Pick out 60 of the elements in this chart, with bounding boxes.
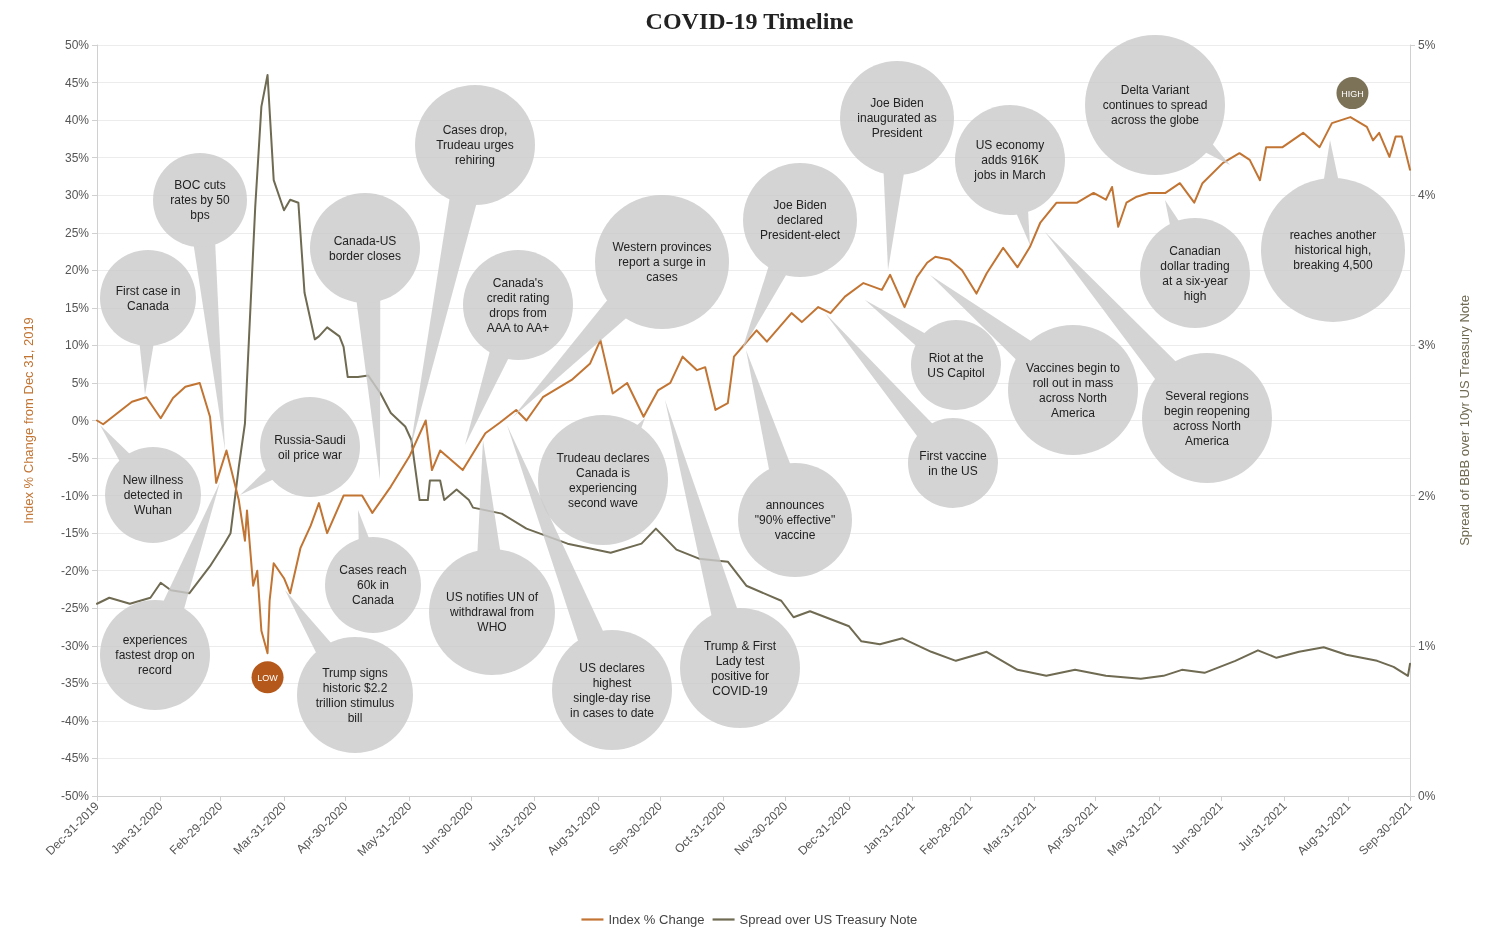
annotation: Cases drop, Trudeau urges rehiring [436, 123, 514, 167]
y2-tick-label: 5% [1418, 38, 1436, 52]
annotation: US notifies UN of withdrawal from WHO [445, 590, 539, 634]
annotation: BOC cuts rates by 50 bps [170, 178, 231, 222]
annotation: Joe Biden inaugurated as President [857, 96, 937, 140]
y-tick-label: 50% [64, 38, 90, 52]
y-tick-label: -15% [60, 526, 90, 541]
y-tick-label: -5% [67, 451, 90, 466]
y-tick-label: -50% [60, 789, 90, 803]
legend-label: Index % Change [608, 912, 705, 927]
y-axis-title: Index % Change from Dec 31, 2019 [21, 317, 36, 524]
annotation: Cases reach 60k in Canada [339, 563, 407, 607]
y-tick-label: 5% [71, 375, 90, 390]
annotation: experiences fastest drop on record [115, 633, 195, 677]
y-tick-label: -45% [60, 751, 90, 766]
y-tick-label: -20% [60, 563, 90, 578]
annotation: HIGH [1341, 88, 1364, 99]
annotation: announces "90% effective" vaccine [754, 498, 836, 542]
annotation: New illness detected in Wuhan [122, 473, 184, 517]
annotation: LOW [257, 672, 279, 683]
annotation: Delta Variant continues to spread across the globe [1102, 83, 1208, 127]
annotation: First case in Canada [115, 283, 181, 313]
y2-tick-label: 4% [1418, 188, 1436, 203]
legend-label: Spread over US Treasury Note [739, 912, 918, 927]
annotation: Western provinces report a surge in cases [612, 240, 712, 284]
y2-tick-label: 0% [1418, 789, 1436, 803]
y-tick-label: 15% [64, 300, 90, 315]
annotation: Canadian dollar trading at a six-year high [1160, 243, 1230, 303]
y-tick-label: 10% [64, 338, 90, 353]
annotation: Several regions begin reopening across North America [1163, 388, 1251, 448]
annotation: First vaccine in the US [919, 448, 987, 478]
y-tick-label: -10% [60, 488, 90, 503]
annotation: Canada-US border closes [328, 233, 402, 263]
y2-axis-title: Spread of BBB over 10yr US Treasury Note [1457, 295, 1472, 546]
annotation: Vaccines begin to roll out in mass across North America [1026, 360, 1121, 420]
annotation: Joe Biden declared President-elect [759, 198, 841, 242]
annotation: reaches another historical high, breaking 4,500 [1289, 228, 1377, 272]
y-tick-label: -40% [60, 713, 90, 728]
annotation: US economy adds 916K jobs in March [973, 138, 1046, 182]
chart-title: COVID-19 Timeline [645, 8, 854, 34]
y2-tick-label: 2% [1418, 488, 1436, 503]
annotation: Trump & First Lady test positive for COVID-19 [703, 638, 777, 698]
annotation: Trump signs historic $2.2 trillion stimulus bill [315, 665, 395, 725]
annotation: US declares highest single-day rise in cases to date [569, 660, 655, 720]
annotation: Canada's credit rating drops from AAA to AA+ [486, 275, 550, 335]
y-tick-label: -30% [60, 638, 90, 653]
y-tick-label: 20% [64, 263, 90, 278]
annotation: Riot at the US Capitol [927, 350, 985, 380]
annotation: Russia-Saudi oil price war [274, 432, 346, 462]
y-tick-label: 25% [64, 225, 90, 240]
y-tick-label: 30% [64, 188, 90, 203]
y-tick-label: -35% [60, 676, 90, 691]
y-tick-label: 35% [64, 150, 90, 165]
annotation: Trudeau declares Canada is experiencing second wave [556, 450, 650, 510]
y-tick-label: 40% [64, 113, 90, 128]
y-tick-label: -25% [60, 601, 90, 616]
y2-tick-label: 1% [1418, 638, 1436, 653]
y-tick-label: 45% [64, 75, 90, 90]
y-tick-label: 0% [71, 413, 90, 428]
y2-tick-label: 3% [1418, 338, 1436, 353]
